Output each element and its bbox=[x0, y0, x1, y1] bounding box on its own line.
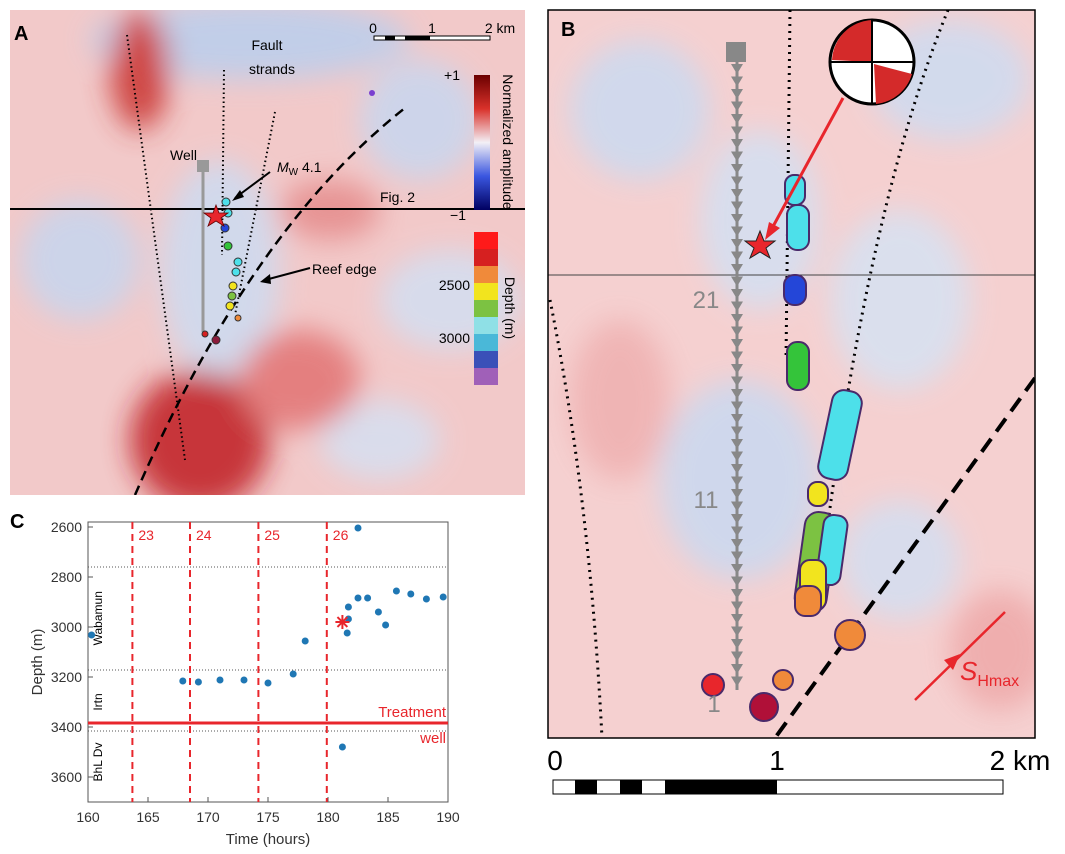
treatment-label: Treatment bbox=[378, 704, 447, 721]
y-tick-label: 3000 bbox=[51, 619, 82, 635]
event-point bbox=[355, 595, 362, 602]
annotation: Reef edge bbox=[312, 261, 377, 277]
colorbar-label: −1 bbox=[450, 207, 466, 223]
depth-tick: 2500 bbox=[439, 277, 470, 293]
y-tick-label: 2600 bbox=[51, 519, 82, 535]
event-point bbox=[375, 609, 382, 616]
x-tick-label: 175 bbox=[256, 809, 280, 825]
chart-c: C 160 165 170 175 180 185 190 2600 2800 3000 3200 34… bbox=[10, 511, 460, 848]
panel-label: B bbox=[561, 19, 575, 41]
event-point bbox=[440, 594, 447, 601]
scale-label: 1 bbox=[769, 745, 785, 776]
scale-label: 0 bbox=[547, 745, 563, 776]
event-point bbox=[355, 525, 362, 532]
event-point bbox=[241, 677, 248, 684]
y-tick-label: 3600 bbox=[51, 769, 82, 785]
stress-label: Hmax bbox=[977, 673, 1019, 690]
stage-label: 24 bbox=[196, 527, 212, 543]
event-point bbox=[179, 678, 186, 685]
treatment-label: well bbox=[419, 730, 446, 747]
scale-label: 1 bbox=[428, 20, 436, 36]
event-point bbox=[407, 591, 414, 598]
colorbar-label: +1 bbox=[444, 67, 460, 83]
annotation: Fig. 2 bbox=[380, 189, 415, 205]
scale-label: 2 km bbox=[990, 745, 1051, 776]
event-point bbox=[423, 596, 430, 603]
event-point bbox=[217, 677, 224, 684]
x-tick-label: 190 bbox=[436, 809, 460, 825]
event-point bbox=[88, 632, 95, 639]
annotation: Fault bbox=[251, 37, 282, 53]
stage-label: 25 bbox=[264, 527, 280, 543]
annotation: strands bbox=[249, 61, 295, 77]
formation-label: Irtn bbox=[91, 693, 105, 710]
annotation: Well bbox=[170, 147, 197, 163]
x-axis-title: Time (hours) bbox=[226, 831, 310, 848]
event-point bbox=[302, 638, 309, 645]
y-tick-label: 2800 bbox=[51, 569, 82, 585]
event-point bbox=[195, 679, 202, 686]
y-tick-label: 3200 bbox=[51, 669, 82, 685]
event-point bbox=[344, 630, 351, 637]
formation-label: BhL Dv bbox=[91, 743, 105, 782]
x-tick-label: 185 bbox=[376, 809, 400, 825]
y-axis-title: Depth (m) bbox=[29, 629, 46, 696]
stage-label: 26 bbox=[333, 527, 349, 543]
colorbar-title: Normalized amplitude bbox=[500, 74, 516, 210]
event-point bbox=[339, 744, 346, 751]
stage-label: 11 bbox=[694, 487, 719, 514]
stress-label: S bbox=[960, 656, 978, 686]
figure: A 0 1 2 km Fault strands Well MW 4.1 Fig… bbox=[0, 0, 1065, 849]
event-point bbox=[393, 588, 400, 595]
panel-label: C bbox=[10, 511, 24, 533]
y-tick-label: 3400 bbox=[51, 719, 82, 735]
event-point bbox=[364, 595, 371, 602]
event-point bbox=[345, 604, 352, 611]
scale-bar bbox=[553, 780, 1003, 794]
map-b bbox=[548, 10, 1050, 738]
x-tick-label: 180 bbox=[316, 809, 340, 825]
stage-label: 23 bbox=[138, 527, 154, 543]
x-tick-label: 170 bbox=[196, 809, 220, 825]
stage-label: 1 bbox=[707, 691, 720, 718]
event-point bbox=[265, 680, 272, 687]
event-point bbox=[382, 622, 389, 629]
scale-label: 2 km bbox=[485, 20, 515, 36]
annotation: M bbox=[277, 159, 289, 175]
x-tick-label: 160 bbox=[76, 809, 100, 825]
x-tick-label: 165 bbox=[136, 809, 160, 825]
scale-label: 0 bbox=[369, 20, 377, 36]
stage-label: 21 bbox=[693, 287, 720, 314]
depth-tick: 3000 bbox=[439, 330, 470, 346]
plot-frame bbox=[88, 522, 448, 802]
annotation: 4.1 bbox=[298, 159, 322, 175]
panel-label: A bbox=[14, 23, 28, 45]
event-point bbox=[290, 671, 297, 678]
main-event bbox=[335, 615, 349, 629]
depth-title: Depth (m) bbox=[502, 277, 518, 339]
